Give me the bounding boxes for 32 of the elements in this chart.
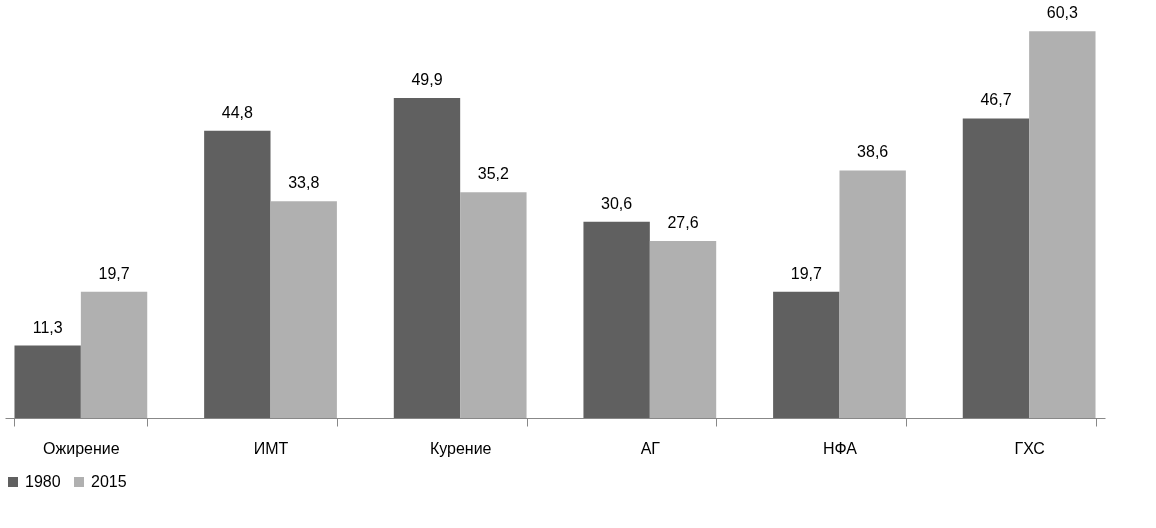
bar xyxy=(773,291,840,418)
bar xyxy=(14,345,81,418)
data-label: 46,7 xyxy=(980,91,1012,109)
data-label: 27,6 xyxy=(667,213,699,231)
data-label: 30,6 xyxy=(601,194,633,212)
bar xyxy=(204,130,271,418)
bar xyxy=(460,192,527,418)
bar xyxy=(583,221,650,418)
data-label: 19,7 xyxy=(790,264,822,282)
data-label: 19,7 xyxy=(98,264,130,282)
bar xyxy=(962,118,1030,418)
legend-label: 1980 xyxy=(25,473,61,490)
x-tick-label: ИМТ xyxy=(253,439,289,457)
x-tick-label: Курение xyxy=(429,439,492,457)
data-label: 33,8 xyxy=(288,174,320,192)
bar xyxy=(649,240,717,418)
data-label: 44,8 xyxy=(221,103,253,121)
x-tick-label: ГХС xyxy=(1014,439,1045,457)
bar xyxy=(839,170,906,418)
x-tick-label: НФА xyxy=(822,439,858,457)
data-label: 38,6 xyxy=(857,143,889,161)
data-label: 60,3 xyxy=(1046,4,1078,22)
x-tick-label: Ожирение xyxy=(43,439,120,457)
bar xyxy=(1029,31,1096,418)
legend-label: 2015 xyxy=(91,473,127,490)
data-label: 11,3 xyxy=(32,318,63,336)
bar xyxy=(270,201,337,418)
data-label: 35,2 xyxy=(477,165,510,183)
data-label: 49,9 xyxy=(411,70,443,88)
x-tick-label: АГ xyxy=(640,439,661,457)
bar xyxy=(80,291,148,418)
bar xyxy=(393,97,461,418)
